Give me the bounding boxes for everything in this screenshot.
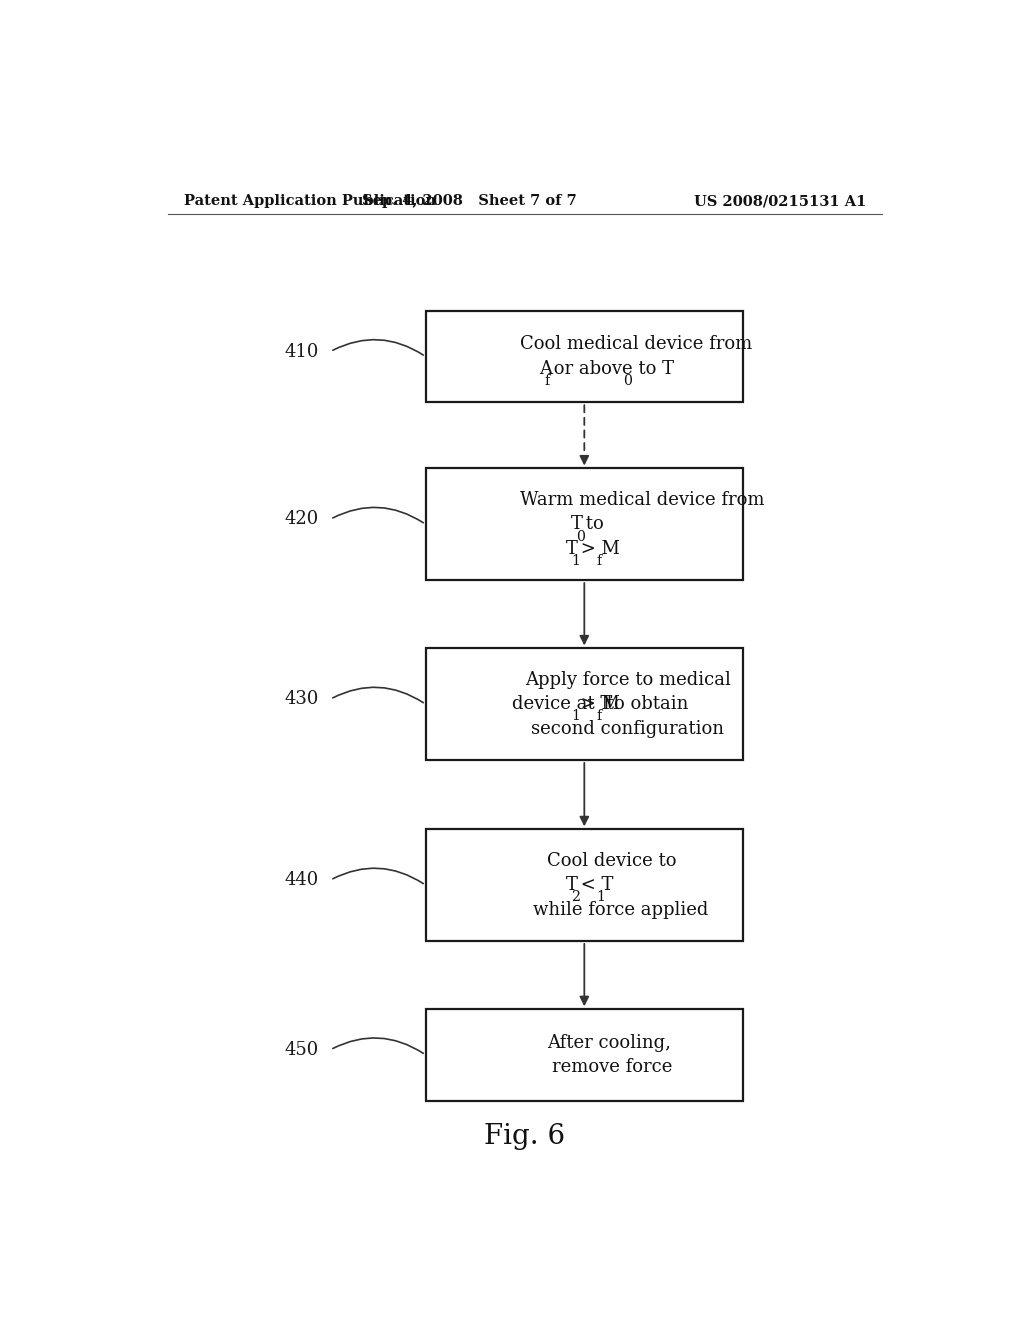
Text: 430: 430 [284, 690, 318, 708]
Text: Warm medical device from: Warm medical device from [520, 491, 765, 510]
Text: remove force: remove force [552, 1059, 673, 1076]
FancyBboxPatch shape [426, 829, 743, 941]
FancyArrowPatch shape [333, 1038, 423, 1053]
Text: US 2008/0215131 A1: US 2008/0215131 A1 [693, 194, 866, 209]
Text: 1: 1 [571, 709, 580, 723]
Text: or above to T: or above to T [548, 360, 674, 378]
Text: < T: < T [575, 876, 613, 894]
Text: f: f [544, 374, 549, 388]
FancyArrowPatch shape [333, 688, 423, 702]
Text: second configuration: second configuration [530, 719, 724, 738]
Text: > M: > M [575, 696, 620, 713]
Text: to: to [581, 515, 604, 533]
Text: Fig. 6: Fig. 6 [484, 1123, 565, 1150]
Text: After cooling,: After cooling, [547, 1034, 671, 1052]
FancyArrowPatch shape [333, 507, 423, 523]
Text: > M: > M [575, 540, 620, 557]
Text: f: f [597, 709, 602, 723]
Text: T: T [565, 876, 578, 894]
FancyArrowPatch shape [333, 339, 423, 355]
FancyBboxPatch shape [426, 1008, 743, 1101]
Text: 420: 420 [285, 511, 318, 528]
Text: T: T [565, 540, 578, 557]
FancyBboxPatch shape [426, 469, 743, 581]
Text: Patent Application Publication: Patent Application Publication [183, 194, 435, 209]
Text: while force applied: while force applied [534, 900, 709, 919]
Text: T: T [571, 515, 583, 533]
Text: 1: 1 [571, 554, 580, 568]
Text: Cool device to: Cool device to [547, 851, 676, 870]
Text: A: A [539, 360, 552, 378]
Text: Sep. 4, 2008   Sheet 7 of 7: Sep. 4, 2008 Sheet 7 of 7 [361, 194, 577, 209]
FancyBboxPatch shape [426, 312, 743, 403]
Text: device at T: device at T [512, 696, 612, 713]
Text: 450: 450 [285, 1040, 318, 1059]
Text: f: f [597, 554, 602, 568]
Text: Apply force to medical: Apply force to medical [525, 671, 731, 689]
FancyBboxPatch shape [426, 648, 743, 760]
Text: 2: 2 [571, 890, 580, 904]
Text: 0: 0 [577, 529, 586, 544]
Text: to obtain: to obtain [601, 696, 688, 713]
FancyArrowPatch shape [333, 869, 423, 883]
Text: 0: 0 [624, 374, 633, 388]
Text: 410: 410 [284, 342, 318, 360]
Text: Cool medical device from: Cool medical device from [520, 335, 753, 354]
Text: 440: 440 [285, 871, 318, 890]
Text: 1: 1 [597, 890, 605, 904]
